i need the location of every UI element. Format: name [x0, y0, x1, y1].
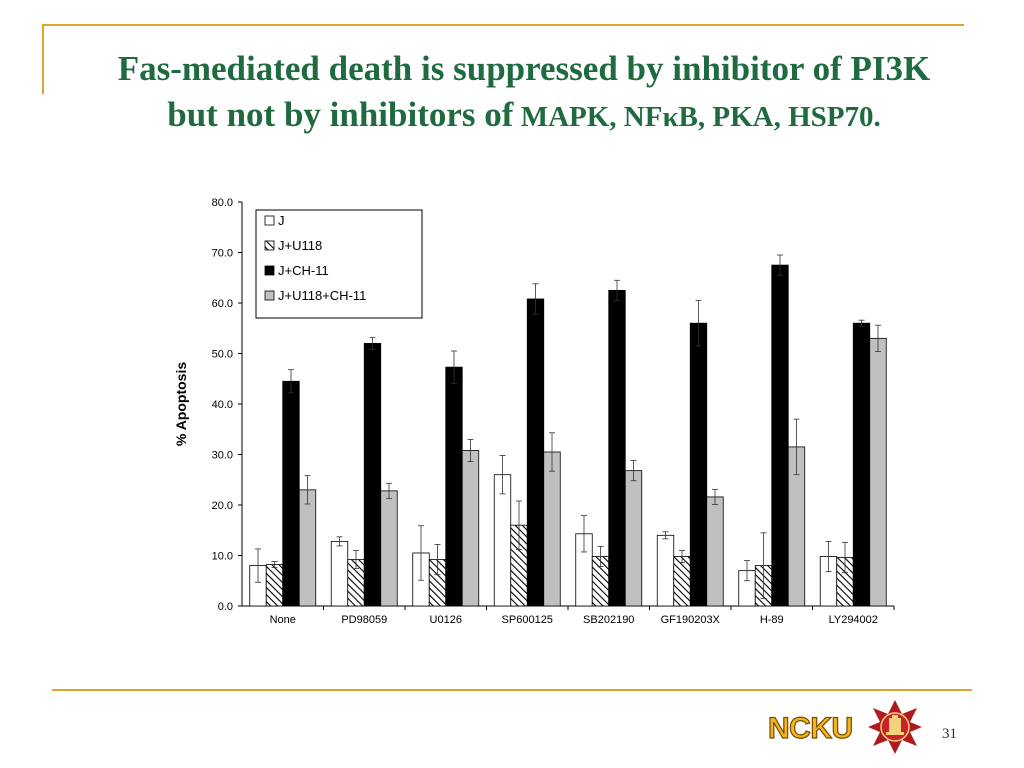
bar — [526, 298, 545, 607]
y-tick-label: 20.0 — [212, 500, 233, 512]
ncku-logo-text: NCKU — [767, 711, 853, 745]
y-tick-label: 70.0 — [212, 248, 233, 260]
title-line-2-rest: MAPK, NFκB, PKA, HSP70. — [513, 101, 881, 133]
x-tick-label: U0126 — [430, 614, 462, 626]
bar — [493, 474, 512, 607]
y-tick-label: 10.0 — [212, 551, 233, 563]
bar — [624, 470, 643, 607]
bar — [282, 380, 300, 607]
bar — [461, 450, 480, 607]
legend-label: J+U118+CH-11 — [278, 288, 366, 303]
bar — [656, 534, 675, 607]
bar — [771, 264, 789, 607]
bar — [673, 556, 691, 607]
legend-swatch — [264, 290, 275, 301]
bar — [380, 490, 398, 607]
slide-title: Fas-mediated death is suppressed by inhi… — [44, 46, 1004, 140]
x-tick-label: GF190203X — [661, 614, 721, 626]
legend-box — [255, 209, 423, 319]
y-tick-label: 30.0 — [212, 450, 233, 462]
legend-swatch — [264, 215, 275, 226]
y-tick-label: 50.0 — [212, 349, 233, 361]
bar — [363, 342, 382, 607]
title-line-2: but not by inhibitors of MAPK, NFκB, PKA… — [44, 92, 1004, 140]
x-tick-label: PD98059 — [341, 614, 387, 626]
x-tick-label: SB202190 — [583, 614, 634, 626]
bar — [706, 496, 724, 607]
legend-swatch — [264, 240, 275, 251]
apoptosis-bar-chart: 0.0 10.0 20.0 30.0 40.0 50.0 60.0 70.0 80.0 % Apo… — [173, 197, 895, 626]
bar — [265, 564, 284, 607]
y-tick-label: 60.0 — [212, 298, 233, 310]
bar — [543, 451, 561, 607]
bar — [869, 337, 887, 607]
legend-label: J+CH-11 — [278, 263, 329, 278]
y-tick-label: 40.0 — [212, 399, 233, 411]
ncku-seal-icon — [868, 700, 922, 754]
x-tick-label: None — [270, 614, 296, 626]
bar — [298, 489, 317, 607]
x-tick-label: LY294002 — [829, 614, 878, 626]
y-axis-label: % Apoptosis — [173, 362, 189, 446]
y-tick-label: 0.0 — [218, 601, 233, 613]
bottom-rule — [52, 689, 972, 691]
y-tick-label: 80.0 — [212, 197, 233, 209]
bar — [330, 540, 349, 607]
title-line-1: Fas-mediated death is suppressed by inhi… — [117, 49, 931, 88]
title-line-2-prefix: but not by inhibitors of — [167, 95, 514, 134]
x-tick-label: H-89 — [760, 614, 784, 626]
left-border — [42, 24, 44, 94]
legend-swatch — [264, 265, 275, 276]
top-border — [42, 24, 964, 26]
bar — [852, 322, 871, 607]
x-tick-label: SP600125 — [502, 614, 553, 626]
page-number: 31 — [942, 726, 957, 742]
bar — [608, 289, 626, 607]
legend-label: J — [278, 213, 285, 228]
legend-label: J+U118 — [278, 238, 322, 253]
bar — [445, 366, 463, 607]
bar — [689, 322, 708, 607]
